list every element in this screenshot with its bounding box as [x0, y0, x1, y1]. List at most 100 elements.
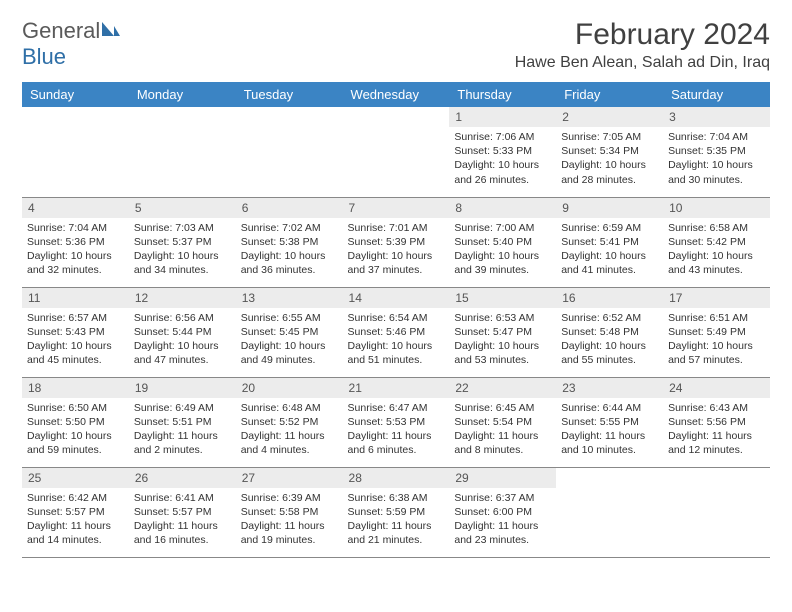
day-data: Sunrise: 6:54 AMSunset: 5:46 PMDaylight:… [343, 308, 450, 373]
day-line-d1: Daylight: 10 hours [561, 158, 658, 172]
calendar-day-cell: 15Sunrise: 6:53 AMSunset: 5:47 PMDayligh… [449, 287, 556, 377]
day-number: 24 [663, 378, 770, 398]
day-data: Sunrise: 7:04 AMSunset: 5:35 PMDaylight:… [663, 127, 770, 192]
day-line-ss: Sunset: 5:57 PM [27, 505, 124, 519]
day-line-ss: Sunset: 5:59 PM [348, 505, 445, 519]
day-line-ss: Sunset: 5:45 PM [241, 325, 338, 339]
day-data: Sunrise: 6:50 AMSunset: 5:50 PMDaylight:… [22, 398, 129, 463]
day-line-sr: Sunrise: 7:06 AM [454, 130, 551, 144]
day-line-d1: Daylight: 10 hours [454, 158, 551, 172]
weekday-header: Tuesday [236, 82, 343, 107]
weekday-header: Saturday [663, 82, 770, 107]
day-line-d2: and 2 minutes. [134, 443, 231, 457]
day-line-d1: Daylight: 10 hours [668, 339, 765, 353]
day-data: Sunrise: 6:39 AMSunset: 5:58 PMDaylight:… [236, 488, 343, 553]
day-line-sr: Sunrise: 6:53 AM [454, 311, 551, 325]
day-line-d2: and 51 minutes. [348, 353, 445, 367]
calendar-day-cell: 4Sunrise: 7:04 AMSunset: 5:36 PMDaylight… [22, 197, 129, 287]
day-data: Sunrise: 7:01 AMSunset: 5:39 PMDaylight:… [343, 218, 450, 283]
calendar-day-cell [663, 467, 770, 557]
day-line-ss: Sunset: 5:38 PM [241, 235, 338, 249]
day-line-d1: Daylight: 10 hours [134, 249, 231, 263]
day-line-d1: Daylight: 11 hours [241, 519, 338, 533]
day-data: Sunrise: 6:45 AMSunset: 5:54 PMDaylight:… [449, 398, 556, 463]
day-line-sr: Sunrise: 6:41 AM [134, 491, 231, 505]
calendar-day-cell [129, 107, 236, 197]
calendar-day-cell: 8Sunrise: 7:00 AMSunset: 5:40 PMDaylight… [449, 197, 556, 287]
day-line-sr: Sunrise: 6:45 AM [454, 401, 551, 415]
day-line-d2: and 21 minutes. [348, 533, 445, 547]
day-line-d1: Daylight: 10 hours [668, 158, 765, 172]
day-number: 6 [236, 198, 343, 218]
day-line-d2: and 10 minutes. [561, 443, 658, 457]
day-line-d2: and 30 minutes. [668, 173, 765, 187]
calendar-day-cell: 7Sunrise: 7:01 AMSunset: 5:39 PMDaylight… [343, 197, 450, 287]
day-line-d2: and 26 minutes. [454, 173, 551, 187]
day-line-d2: and 53 minutes. [454, 353, 551, 367]
day-data: Sunrise: 6:58 AMSunset: 5:42 PMDaylight:… [663, 218, 770, 283]
day-line-ss: Sunset: 6:00 PM [454, 505, 551, 519]
day-line-d2: and 59 minutes. [27, 443, 124, 457]
day-number: 8 [449, 198, 556, 218]
day-line-ss: Sunset: 5:54 PM [454, 415, 551, 429]
day-data: Sunrise: 6:38 AMSunset: 5:59 PMDaylight:… [343, 488, 450, 553]
calendar-day-cell: 11Sunrise: 6:57 AMSunset: 5:43 PMDayligh… [22, 287, 129, 377]
day-number: 12 [129, 288, 236, 308]
calendar-table: SundayMondayTuesdayWednesdayThursdayFrid… [22, 82, 770, 558]
calendar-day-cell: 26Sunrise: 6:41 AMSunset: 5:57 PMDayligh… [129, 467, 236, 557]
day-line-d1: Daylight: 10 hours [561, 339, 658, 353]
day-data: Sunrise: 6:44 AMSunset: 5:55 PMDaylight:… [556, 398, 663, 463]
day-line-ss: Sunset: 5:40 PM [454, 235, 551, 249]
day-data: Sunrise: 7:03 AMSunset: 5:37 PMDaylight:… [129, 218, 236, 283]
day-number: 14 [343, 288, 450, 308]
calendar-day-cell: 9Sunrise: 6:59 AMSunset: 5:41 PMDaylight… [556, 197, 663, 287]
day-line-ss: Sunset: 5:35 PM [668, 144, 765, 158]
day-line-d1: Daylight: 11 hours [348, 519, 445, 533]
weekday-header: Monday [129, 82, 236, 107]
day-number: 3 [663, 107, 770, 127]
day-line-sr: Sunrise: 6:52 AM [561, 311, 658, 325]
day-line-ss: Sunset: 5:51 PM [134, 415, 231, 429]
day-line-ss: Sunset: 5:50 PM [27, 415, 124, 429]
calendar-week-row: 18Sunrise: 6:50 AMSunset: 5:50 PMDayligh… [22, 377, 770, 467]
day-data: Sunrise: 6:47 AMSunset: 5:53 PMDaylight:… [343, 398, 450, 463]
day-line-ss: Sunset: 5:55 PM [561, 415, 658, 429]
calendar-day-cell: 14Sunrise: 6:54 AMSunset: 5:46 PMDayligh… [343, 287, 450, 377]
day-line-d1: Daylight: 11 hours [134, 519, 231, 533]
day-line-ss: Sunset: 5:53 PM [348, 415, 445, 429]
day-number: 22 [449, 378, 556, 398]
day-line-d1: Daylight: 10 hours [27, 249, 124, 263]
day-number: 4 [22, 198, 129, 218]
day-number: 21 [343, 378, 450, 398]
day-line-d2: and 23 minutes. [454, 533, 551, 547]
day-number: 16 [556, 288, 663, 308]
day-line-sr: Sunrise: 7:02 AM [241, 221, 338, 235]
day-line-d2: and 45 minutes. [27, 353, 124, 367]
day-data: Sunrise: 6:57 AMSunset: 5:43 PMDaylight:… [22, 308, 129, 373]
calendar-day-cell [22, 107, 129, 197]
day-data: Sunrise: 7:04 AMSunset: 5:36 PMDaylight:… [22, 218, 129, 283]
day-line-d1: Daylight: 10 hours [241, 339, 338, 353]
day-line-d2: and 47 minutes. [134, 353, 231, 367]
day-line-d1: Daylight: 10 hours [27, 339, 124, 353]
calendar-day-cell: 29Sunrise: 6:37 AMSunset: 6:00 PMDayligh… [449, 467, 556, 557]
day-line-d2: and 36 minutes. [241, 263, 338, 277]
weekday-header: Sunday [22, 82, 129, 107]
calendar-day-cell: 19Sunrise: 6:49 AMSunset: 5:51 PMDayligh… [129, 377, 236, 467]
calendar-day-cell [236, 107, 343, 197]
day-line-ss: Sunset: 5:39 PM [348, 235, 445, 249]
day-number: 13 [236, 288, 343, 308]
day-line-d1: Daylight: 11 hours [454, 519, 551, 533]
calendar-day-cell: 10Sunrise: 6:58 AMSunset: 5:42 PMDayligh… [663, 197, 770, 287]
day-line-d1: Daylight: 10 hours [241, 249, 338, 263]
weekday-header: Thursday [449, 82, 556, 107]
day-data: Sunrise: 6:51 AMSunset: 5:49 PMDaylight:… [663, 308, 770, 373]
day-number: 2 [556, 107, 663, 127]
day-line-d2: and 39 minutes. [454, 263, 551, 277]
day-line-d2: and 49 minutes. [241, 353, 338, 367]
calendar-day-cell: 16Sunrise: 6:52 AMSunset: 5:48 PMDayligh… [556, 287, 663, 377]
weekday-header: Wednesday [343, 82, 450, 107]
day-data: Sunrise: 6:53 AMSunset: 5:47 PMDaylight:… [449, 308, 556, 373]
day-number: 23 [556, 378, 663, 398]
day-number: 5 [129, 198, 236, 218]
